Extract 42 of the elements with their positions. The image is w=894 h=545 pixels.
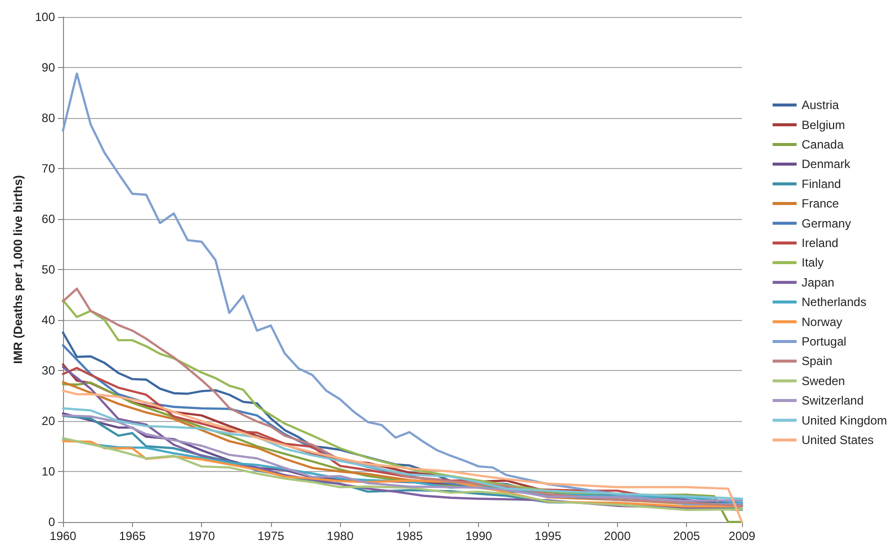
x-tick-label: 1985 xyxy=(396,529,424,543)
x-tick-label: 1965 xyxy=(118,529,146,543)
legend-label: Germany xyxy=(802,216,851,230)
y-tick-label: 80 xyxy=(42,111,56,125)
y-tick-label: 90 xyxy=(42,60,56,74)
y-tick-label: 50 xyxy=(42,262,56,276)
y-tick-label: 60 xyxy=(42,212,56,226)
legend-label: Canada xyxy=(802,137,844,152)
legend-label: Italy xyxy=(802,256,824,270)
legend-label: Portugal xyxy=(802,334,846,348)
y-tick-label: 20 xyxy=(42,414,56,428)
x-tick-label: 2009 xyxy=(728,529,756,543)
x-tick-label: 2005 xyxy=(673,529,700,543)
x-tick-label: 1960 xyxy=(50,529,77,543)
x-tick-label: 2000 xyxy=(604,529,631,543)
x-tick-label: 1970 xyxy=(188,529,216,543)
legend-label: United States xyxy=(802,432,874,447)
x-tick-label: 1980 xyxy=(326,529,354,543)
y-tick-label: 100 xyxy=(34,10,56,24)
legend-label: Denmark xyxy=(802,157,852,172)
legend-label: Japan xyxy=(802,275,834,290)
legend-label: Sweden xyxy=(802,374,845,388)
legend-label: Netherlands xyxy=(802,295,866,310)
x-tick-label: 1990 xyxy=(465,529,492,543)
x-tick-label: 1975 xyxy=(258,529,285,543)
y-axis-title: IMR (Deaths per 1,000 live births) xyxy=(11,175,26,364)
legend-label: Belgium xyxy=(802,118,845,132)
y-tick-label: 10 xyxy=(42,464,56,478)
y-tick-label: 0 xyxy=(48,515,56,529)
x-tick-label: 1995 xyxy=(534,529,562,543)
legend-label: Ireland xyxy=(802,236,838,250)
legend-label: United Kingdom xyxy=(802,413,888,428)
y-tick-label: 70 xyxy=(42,162,56,176)
y-tick-label: 40 xyxy=(42,313,56,327)
line-series xyxy=(62,72,744,506)
legend-label: France xyxy=(802,196,840,211)
legend-label: Finland xyxy=(802,176,841,191)
legend-label: Spain xyxy=(802,354,832,368)
legend-label: Norway xyxy=(802,314,842,329)
y-tick-label: 30 xyxy=(42,364,56,378)
legend-label: Austria xyxy=(802,98,840,112)
legend-label: Switzerland xyxy=(802,394,864,408)
